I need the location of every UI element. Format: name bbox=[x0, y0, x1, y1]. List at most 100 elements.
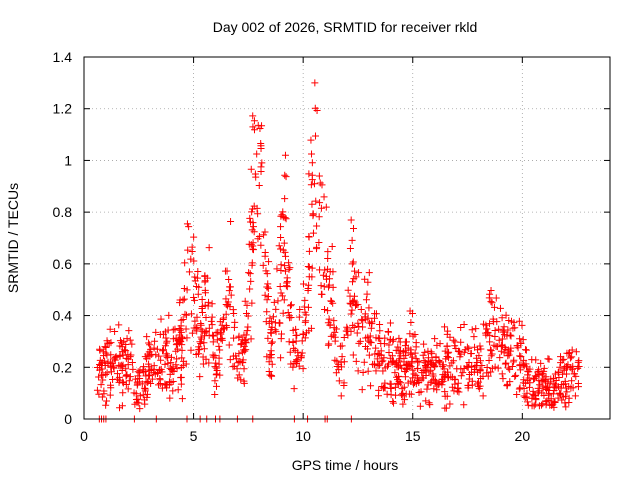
data-point bbox=[143, 393, 151, 401]
data-point bbox=[264, 280, 272, 288]
data-point bbox=[202, 328, 210, 336]
data-point bbox=[194, 290, 202, 298]
data-point bbox=[309, 210, 317, 218]
data-point bbox=[117, 339, 125, 347]
data-point bbox=[242, 309, 250, 317]
data-point bbox=[201, 286, 209, 294]
data-point bbox=[308, 150, 316, 158]
data-point bbox=[322, 272, 330, 280]
data-point bbox=[243, 301, 251, 309]
data-point bbox=[443, 342, 451, 350]
data-point bbox=[278, 330, 286, 338]
data-point bbox=[225, 341, 233, 349]
data-point bbox=[215, 360, 223, 368]
data-point bbox=[417, 388, 425, 396]
data-point bbox=[486, 290, 494, 298]
data-point bbox=[209, 353, 217, 361]
data-point bbox=[500, 331, 508, 339]
data-point bbox=[169, 335, 177, 343]
data-point bbox=[561, 399, 569, 407]
data-point bbox=[257, 144, 265, 152]
data-point bbox=[497, 347, 505, 355]
data-point bbox=[197, 340, 205, 348]
data-point bbox=[188, 329, 196, 337]
data-point bbox=[117, 361, 125, 369]
data-point bbox=[371, 350, 379, 358]
data-point bbox=[282, 173, 290, 181]
data-point bbox=[106, 391, 114, 399]
data-point bbox=[154, 381, 162, 389]
data-point bbox=[491, 326, 499, 334]
data-point bbox=[364, 278, 372, 286]
data-point bbox=[119, 351, 127, 359]
data-point bbox=[373, 355, 381, 363]
data-point bbox=[557, 381, 565, 389]
data-point bbox=[444, 327, 452, 335]
data-point bbox=[412, 343, 420, 351]
x-tick-label: 10 bbox=[295, 428, 311, 444]
data-point bbox=[444, 374, 452, 382]
data-point bbox=[168, 353, 176, 361]
data-point bbox=[376, 327, 384, 335]
data-point bbox=[540, 392, 548, 400]
data-point bbox=[378, 383, 386, 391]
data-point bbox=[298, 337, 306, 345]
data-point bbox=[486, 338, 494, 346]
data-point bbox=[495, 325, 503, 333]
data-point bbox=[267, 339, 275, 347]
data-point bbox=[129, 365, 137, 373]
data-point bbox=[490, 303, 498, 311]
data-point bbox=[178, 333, 186, 341]
data-point bbox=[160, 346, 168, 354]
data-point bbox=[211, 390, 219, 398]
data-point bbox=[133, 381, 141, 389]
data-point bbox=[162, 334, 170, 342]
data-point bbox=[198, 304, 206, 312]
data-point bbox=[158, 368, 166, 376]
data-point bbox=[96, 346, 104, 354]
data-point bbox=[399, 347, 407, 355]
data-point bbox=[431, 362, 439, 370]
data-point bbox=[381, 384, 389, 392]
data-point bbox=[205, 359, 213, 367]
data-point bbox=[394, 343, 402, 351]
data-point bbox=[390, 399, 398, 407]
data-point bbox=[153, 345, 161, 353]
data-point bbox=[548, 401, 556, 409]
plot-border bbox=[83, 56, 611, 420]
data-point bbox=[298, 349, 306, 357]
data-point bbox=[146, 352, 154, 360]
data-point bbox=[463, 343, 471, 351]
data-point bbox=[305, 263, 313, 271]
data-point bbox=[103, 397, 111, 405]
data-point bbox=[524, 401, 532, 409]
data-point bbox=[547, 395, 555, 403]
data-point bbox=[324, 341, 332, 349]
data-point bbox=[396, 338, 404, 346]
data-point bbox=[365, 269, 373, 277]
data-point bbox=[386, 335, 394, 343]
data-point bbox=[441, 370, 449, 378]
data-point bbox=[321, 305, 329, 313]
data-point bbox=[371, 314, 379, 322]
data-point bbox=[531, 400, 539, 408]
data-point bbox=[240, 342, 248, 350]
data-point bbox=[465, 345, 473, 353]
data-point bbox=[166, 364, 174, 372]
data-point bbox=[283, 274, 291, 282]
data-point bbox=[122, 354, 130, 362]
data-point bbox=[487, 352, 495, 360]
data-point bbox=[242, 338, 250, 346]
data-point bbox=[184, 246, 192, 254]
data-point bbox=[193, 313, 201, 321]
data-point bbox=[264, 334, 272, 342]
data-point bbox=[474, 382, 482, 390]
data-point bbox=[107, 381, 115, 389]
data-point bbox=[199, 353, 207, 361]
axis-ticks: 0 0.2 0.4 0.6 0.8 1 1.2 1.4 0 5 10 15 20 bbox=[53, 49, 610, 444]
data-point bbox=[178, 346, 186, 354]
data-point bbox=[354, 301, 362, 309]
data-point bbox=[528, 394, 536, 402]
data-point bbox=[372, 334, 380, 342]
data-point bbox=[565, 394, 573, 402]
